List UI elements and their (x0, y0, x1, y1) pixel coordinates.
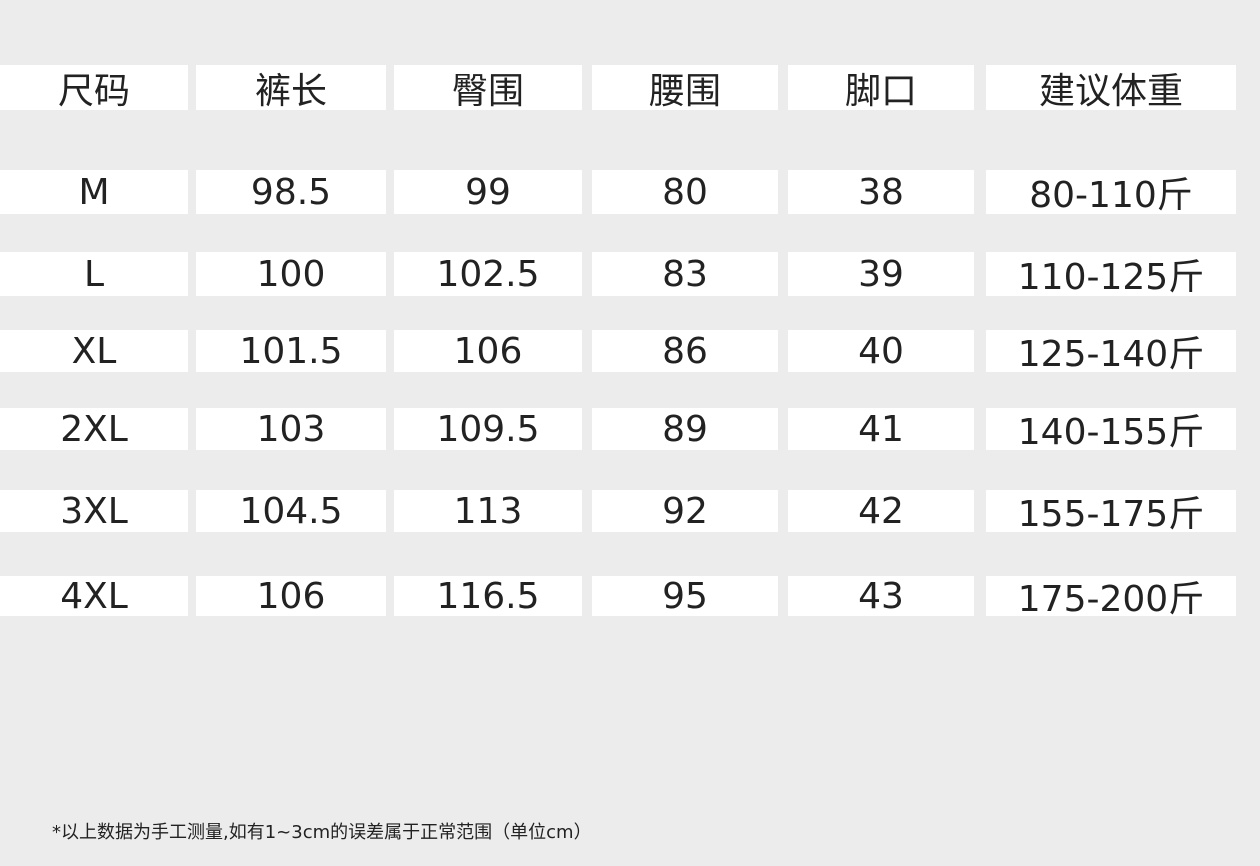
table-cell: 39 (788, 252, 974, 296)
table-cell: 86 (592, 330, 778, 372)
table-cell: 89 (592, 408, 778, 450)
table-cell: 80-110斤 (986, 170, 1236, 216)
table-cell: 40 (788, 330, 974, 372)
table-cell: 116.5 (394, 576, 582, 617)
table-cell: 41 (788, 408, 974, 450)
table-cell: 104.5 (196, 490, 386, 532)
table-cell: 102.5 (394, 252, 582, 296)
table-cell: 83 (592, 252, 778, 296)
table-cell: 103 (196, 408, 386, 450)
table-cell: 140-155斤 (986, 408, 1236, 453)
header-cell: 裤长 (196, 65, 386, 112)
table-cell: 155-175斤 (986, 490, 1236, 535)
table-cell: 106 (394, 330, 582, 372)
table-cell: 109.5 (394, 408, 582, 450)
table-cell: 4XL (0, 576, 188, 617)
table-cell: 95 (592, 576, 778, 617)
table-cell: XL (0, 330, 188, 372)
table-cell: L (0, 252, 188, 296)
header-cell: 腰围 (592, 65, 778, 112)
table-cell: 43 (788, 576, 974, 617)
table-cell: 106 (196, 576, 386, 617)
table-cell: 80 (592, 170, 778, 214)
header-cell: 建议体重 (986, 65, 1236, 112)
table-cell: M (0, 170, 188, 214)
footnote: *以上数据为手工测量,如有1~3cm的误差属于正常范围（单位cm） (52, 822, 592, 843)
table-cell: 98.5 (196, 170, 386, 214)
header-cell: 臀围 (394, 65, 582, 112)
table-cell: 113 (394, 490, 582, 532)
table-cell: 101.5 (196, 330, 386, 372)
header-cell: 脚口 (788, 65, 974, 112)
table-cell: 2XL (0, 408, 188, 450)
table-cell: 125-140斤 (986, 330, 1236, 375)
table-cell: 175-200斤 (986, 576, 1236, 620)
table-cell: 110-125斤 (986, 252, 1236, 298)
table-cell: 42 (788, 490, 974, 532)
table-cell: 38 (788, 170, 974, 214)
table-cell: 92 (592, 490, 778, 532)
table-cell: 100 (196, 252, 386, 296)
header-cell: 尺码 (0, 65, 188, 112)
table-cell: 99 (394, 170, 582, 214)
table-cell: 3XL (0, 490, 188, 532)
